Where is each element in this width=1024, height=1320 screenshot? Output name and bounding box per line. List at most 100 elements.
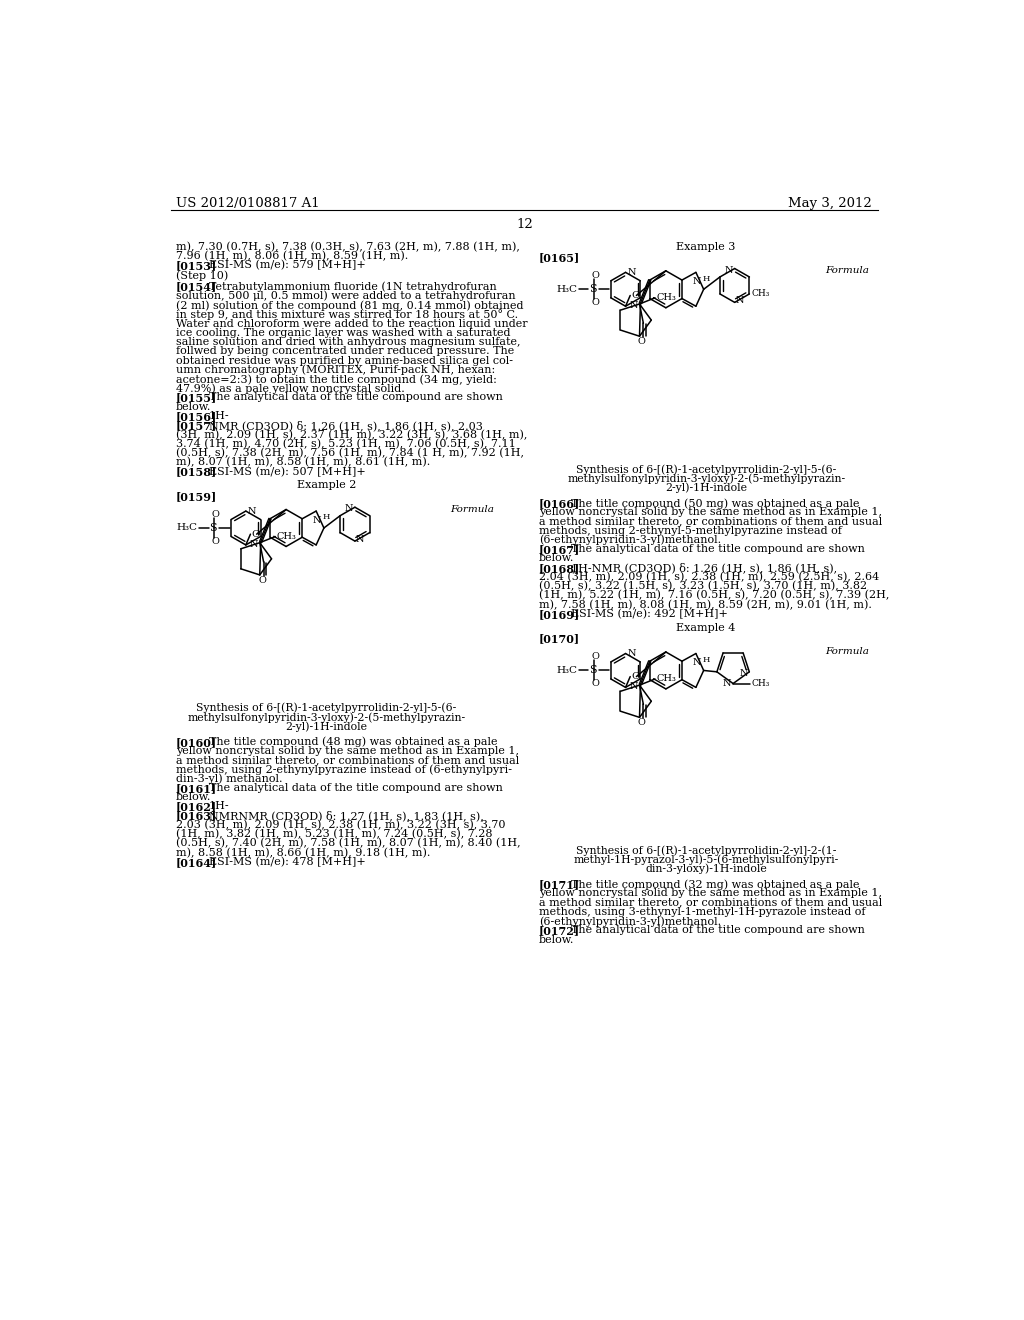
Text: N: N <box>248 507 256 516</box>
Text: NMR (CD3OD) δ: 1.26 (1H, s), 1.86 (1H, s), 2.03: NMR (CD3OD) δ: 1.26 (1H, s), 1.86 (1H, s… <box>209 420 482 432</box>
Text: yellow noncrystal solid by the same method as in Example 1,: yellow noncrystal solid by the same meth… <box>539 888 882 899</box>
Text: N: N <box>345 504 353 513</box>
Text: N: N <box>627 649 636 657</box>
Text: (6-ethynylpyridin-3-yl)methanol.: (6-ethynylpyridin-3-yl)methanol. <box>539 535 721 545</box>
Text: 1H-NMR (CD3OD) δ: 1.26 (1H, s), 1.86 (1H, s),: 1H-NMR (CD3OD) δ: 1.26 (1H, s), 1.86 (1H… <box>571 562 838 573</box>
Text: [0155]: [0155] <box>176 392 217 404</box>
Text: S: S <box>589 284 597 294</box>
Text: Formula: Formula <box>825 267 869 275</box>
Text: (6-ethynylpyridin-3-yl)methanol.: (6-ethynylpyridin-3-yl)methanol. <box>539 916 721 927</box>
Text: din-3-yl) methanol.: din-3-yl) methanol. <box>176 774 283 784</box>
Text: [0157]: [0157] <box>176 420 217 432</box>
Text: methyl-1H-pyrazol-3-yl)-5-(6-methylsulfonylpyri-: methyl-1H-pyrazol-3-yl)-5-(6-methylsulfo… <box>573 854 839 865</box>
Text: O: O <box>592 652 599 661</box>
Text: N: N <box>725 265 733 275</box>
Text: a method similar thereto, or combinations of them and usual: a method similar thereto, or combination… <box>539 516 882 527</box>
Text: m), 7.58 (1H, m), 8.08 (1H, m), 8.59 (2H, m), 9.01 (1H, m).: m), 7.58 (1H, m), 8.08 (1H, m), 8.59 (2H… <box>539 599 871 610</box>
Text: ESI-MS (m/e): 492 [M+H]+: ESI-MS (m/e): 492 [M+H]+ <box>571 609 728 619</box>
Text: [0167]: [0167] <box>539 544 580 556</box>
Text: O: O <box>638 337 646 346</box>
Text: m), 8.07 (1H, m), 8.58 (1H, m), 8.61 (1H, m).: m), 8.07 (1H, m), 8.58 (1H, m), 8.61 (1H… <box>176 457 430 467</box>
Text: N: N <box>313 516 322 525</box>
Text: CH₃: CH₃ <box>752 678 770 688</box>
Text: umn chromatography (MORITEX, Purif-pack NH, hexan:: umn chromatography (MORITEX, Purif-pack … <box>176 364 496 375</box>
Text: below.: below. <box>539 553 574 564</box>
Text: CH₃: CH₃ <box>656 293 677 302</box>
Text: ice cooling. The organic layer was washed with a saturated: ice cooling. The organic layer was washe… <box>176 327 511 338</box>
Text: Synthesis of 6-[(R)-1-acetylpyrrolidin-2-yl]-5-(6-: Synthesis of 6-[(R)-1-acetylpyrrolidin-2… <box>577 465 837 475</box>
Text: Example 4: Example 4 <box>677 623 736 632</box>
Text: N: N <box>630 682 638 692</box>
Text: in step 9, and this mixture was stirred for 18 hours at 50° C.: in step 9, and this mixture was stirred … <box>176 309 518 321</box>
Text: ESI-MS (m/e): 478 [M+H]+: ESI-MS (m/e): 478 [M+H]+ <box>209 857 366 867</box>
Text: a method similar thereto, or combinations of them and usual: a method similar thereto, or combination… <box>176 755 519 766</box>
Text: N: N <box>627 268 636 277</box>
Text: Formula: Formula <box>450 506 494 513</box>
Text: ESI-MS (m/e): 579 [M+H]+: ESI-MS (m/e): 579 [M+H]+ <box>209 260 366 271</box>
Text: [0163]: [0163] <box>176 810 217 821</box>
Text: 3.74 (1H, m), 4.70 (2H, s), 5.23 (1H, m), 7.06 (0.5H, s), 7.11: 3.74 (1H, m), 4.70 (2H, s), 5.23 (1H, m)… <box>176 438 516 449</box>
Text: [0166]: [0166] <box>539 498 580 510</box>
Text: O: O <box>212 537 219 545</box>
Text: O: O <box>251 529 260 539</box>
Text: methods, using 2-ethynyl-5-methylpyrazine instead of: methods, using 2-ethynyl-5-methylpyrazin… <box>539 525 842 536</box>
Text: Example 2: Example 2 <box>297 480 356 490</box>
Text: (2 ml) solution of the compound (81 mg, 0.14 mmol) obtained: (2 ml) solution of the compound (81 mg, … <box>176 300 523 310</box>
Text: din-3-yloxy)-1H-indole: din-3-yloxy)-1H-indole <box>645 863 767 874</box>
Text: O: O <box>638 718 646 727</box>
Text: (1H, m), 3.82 (1H, m), 5.23 (1H, m), 7.24 (0.5H, s), 7.28: (1H, m), 3.82 (1H, m), 5.23 (1H, m), 7.2… <box>176 829 493 840</box>
Text: O: O <box>592 678 599 688</box>
Text: 2.03 (3H, m), 2.09 (1H, s), 2.38 (1H, m), 3.22 (3H, s), 3.70: 2.03 (3H, m), 2.09 (1H, s), 2.38 (1H, m)… <box>176 820 506 830</box>
Text: 1H-: 1H- <box>209 411 229 421</box>
Text: [0156]: [0156] <box>176 411 217 422</box>
Text: The title compound (50 mg) was obtained as a pale: The title compound (50 mg) was obtained … <box>571 498 860 508</box>
Text: O: O <box>592 298 599 306</box>
Text: Example 3: Example 3 <box>677 242 736 252</box>
Text: 1H-: 1H- <box>209 801 229 812</box>
Text: [0169]: [0169] <box>539 609 580 620</box>
Text: Formula: Formula <box>825 647 869 656</box>
Text: H: H <box>702 656 710 664</box>
Text: (0.5H, s), 7.38 (2H, m), 7.56 (1H, m), 7.84 (1 H, m), 7.92 (1H,: (0.5H, s), 7.38 (2H, m), 7.56 (1H, m), 7… <box>176 447 524 458</box>
Text: H₃C: H₃C <box>556 667 578 675</box>
Text: NMRNMR (CD3OD) δ: 1.27 (1H, s), 1.83 (1H, s),: NMRNMR (CD3OD) δ: 1.27 (1H, s), 1.83 (1H… <box>209 810 483 821</box>
Text: N: N <box>355 535 365 544</box>
Text: The title compound (32 mg) was obtained as a pale: The title compound (32 mg) was obtained … <box>571 879 860 890</box>
Text: 7.96 (1H, m), 8.06 (1H, m), 8.59 (1H, m).: 7.96 (1H, m), 8.06 (1H, m), 8.59 (1H, m)… <box>176 251 409 261</box>
Text: The analytical data of the title compound are shown: The analytical data of the title compoun… <box>209 783 503 793</box>
Text: (0.5H, s), 3.22 (1.5H, s), 3.23 (1.5H, s), 3.70 (1H, m), 3.82: (0.5H, s), 3.22 (1.5H, s), 3.23 (1.5H, s… <box>539 581 867 591</box>
Text: The analytical data of the title compound are shown: The analytical data of the title compoun… <box>209 392 503 403</box>
Text: solution, 500 μl, 0.5 mmol) were added to a tetrahydrofuran: solution, 500 μl, 0.5 mmol) were added t… <box>176 290 516 301</box>
Text: O: O <box>592 271 599 280</box>
Text: Synthesis of 6-[(R)-1-acetylpyrrolidin-2-yl]-2-(1-: Synthesis of 6-[(R)-1-acetylpyrrolidin-2… <box>575 845 837 855</box>
Text: (Step 10): (Step 10) <box>176 271 228 281</box>
Text: (1H, m), 5.22 (1H, m), 7.16 (0.5H, s), 7.20 (0.5H, s), 7.39 (2H,: (1H, m), 5.22 (1H, m), 7.16 (0.5H, s), 7… <box>539 590 889 601</box>
Text: 47.9%) as a pale yellow noncrystal solid.: 47.9%) as a pale yellow noncrystal solid… <box>176 383 404 393</box>
Text: H₃C: H₃C <box>556 285 578 294</box>
Text: [0170]: [0170] <box>539 634 580 644</box>
Text: [0153]: [0153] <box>176 260 217 271</box>
Text: O: O <box>631 290 640 300</box>
Text: below.: below. <box>176 792 211 803</box>
Text: [0168]: [0168] <box>539 562 580 574</box>
Text: May 3, 2012: May 3, 2012 <box>788 197 872 210</box>
Text: below.: below. <box>539 935 574 945</box>
Text: H: H <box>323 513 330 521</box>
Text: N: N <box>693 277 701 286</box>
Text: N: N <box>723 678 731 688</box>
Text: [0160]: [0160] <box>176 737 217 747</box>
Text: [0154]: [0154] <box>176 281 217 293</box>
Text: m), 7.30 (0.7H, s), 7.38 (0.3H, s), 7.63 (2H, m), 7.88 (1H, m),: m), 7.30 (0.7H, s), 7.38 (0.3H, s), 7.63… <box>176 242 520 252</box>
Text: CH₃: CH₃ <box>656 675 677 684</box>
Text: N: N <box>630 301 638 310</box>
Text: 2.04 (3H, m), 2.09 (1H, s), 2.38 (1H, m), 2.59 (2.5H, s), 2.64: 2.04 (3H, m), 2.09 (1H, s), 2.38 (1H, m)… <box>539 572 879 582</box>
Text: obtained residue was purified by amine-based silica gel col-: obtained residue was purified by amine-b… <box>176 355 513 366</box>
Text: O: O <box>258 576 266 585</box>
Text: [0161]: [0161] <box>176 783 217 793</box>
Text: methods, using 3-ethynyl-1-methyl-1H-pyrazole instead of: methods, using 3-ethynyl-1-methyl-1H-pyr… <box>539 907 865 917</box>
Text: The analytical data of the title compound are shown: The analytical data of the title compoun… <box>571 544 865 554</box>
Text: 2-yl)-1H-indole: 2-yl)-1H-indole <box>666 483 748 494</box>
Text: N: N <box>735 297 743 305</box>
Text: 2-yl)-1H-indole: 2-yl)-1H-indole <box>286 721 368 731</box>
Text: N: N <box>693 659 701 667</box>
